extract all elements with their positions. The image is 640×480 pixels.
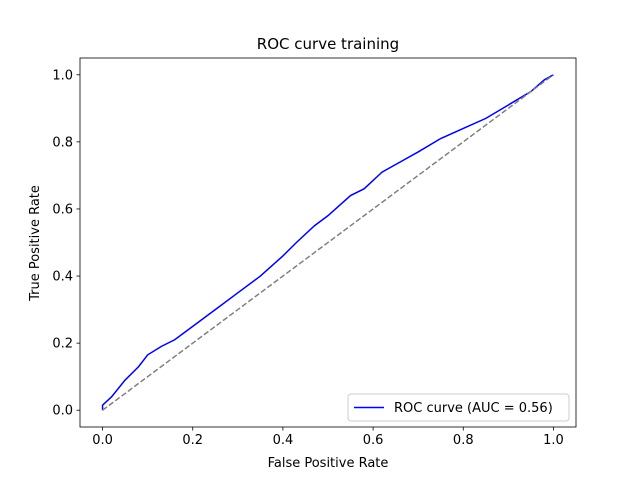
y-tick-label: 0.0 [52,404,73,419]
x-tick-label: 0.2 [182,433,203,448]
y-tick-label: 0.4 [52,270,73,285]
y-tick-label: 0.8 [52,135,73,150]
axes-frame [79,57,577,428]
y-tick-label: 1.0 [52,68,73,83]
y-axis-title: True Positive Rate [28,185,43,302]
x-tick-label: 0.0 [92,433,113,448]
roc-curve-line [101,74,554,411]
legend-label-roc-curve: ROC curve (AUC = 0.56) [394,401,553,416]
x-tick-label: 1.0 [543,433,564,448]
chart-title: ROC curve training [257,35,399,53]
chance-diagonal-line [102,74,554,411]
x-tick-label: 0.6 [363,433,384,448]
x-tick-label: 0.8 [453,433,474,448]
plot-area: 0.0 0.2 0.4 0.6 0.8 1.0 0.0 0.2 0.4 0.6 0.8 1.0 [52,57,577,448]
x-axis-title: False Positive Rate [268,456,389,471]
y-tick-label: 0.6 [52,202,73,217]
legend: ROC curve (AUC = 0.56) [347,393,570,422]
x-tick-label: 0.4 [273,433,294,448]
legend-box [347,393,570,422]
y-tick-label: 0.2 [52,337,73,352]
